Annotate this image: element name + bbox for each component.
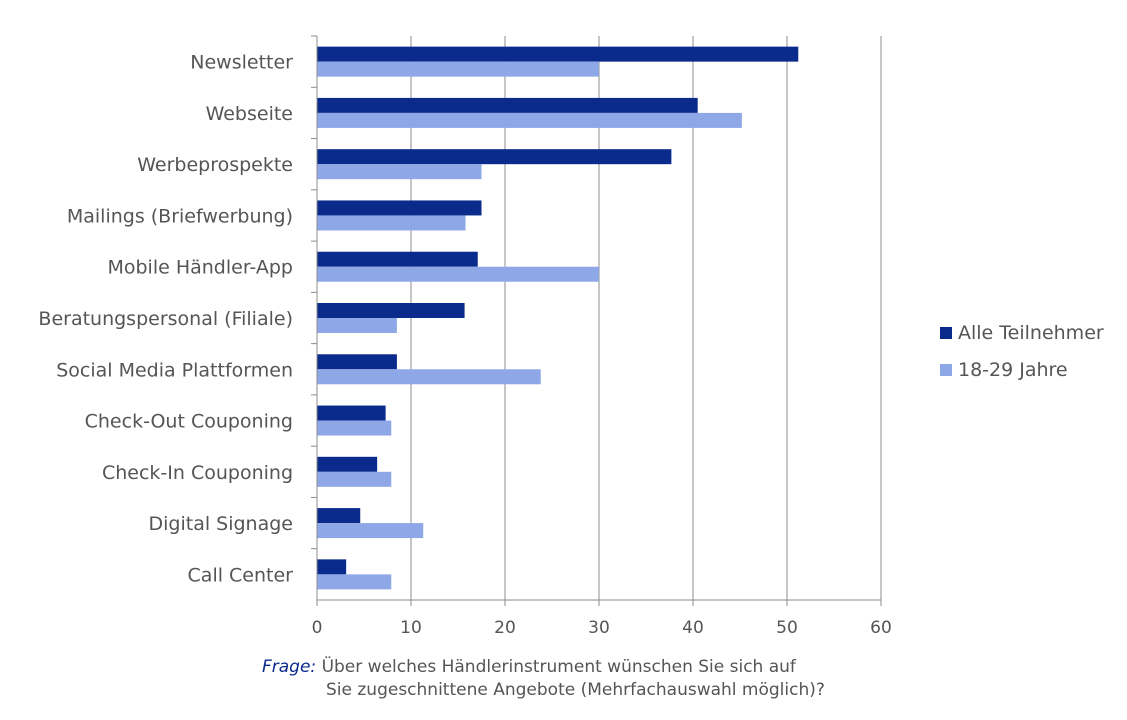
- bar-alle-teilnehmer-3: [317, 200, 482, 216]
- legend-item-18-29-jahre: 18-29 Jahre: [940, 351, 1104, 388]
- bar-chart: Newsletter Webseite Werbeprospekte Mailings…: [38, 35, 892, 638]
- bar-alle-teilnehmer-9: [317, 508, 361, 524]
- category-label-5: Beratungspersonal (Filiale): [38, 308, 293, 330]
- category-label-1: Webseite: [206, 103, 293, 125]
- category-label-10: Call Center: [188, 564, 294, 586]
- legend-label-alle-teilnehmer: Alle Teilnehmer: [958, 321, 1104, 344]
- category-label-6: Social Media Plattformen: [56, 359, 293, 381]
- caption-line-2: Sie zugeschnittene Angebote (Mehrfachaus…: [326, 680, 825, 700]
- bars: [317, 46, 799, 590]
- caption: Frage: Über welches Händlerinstrument wü…: [262, 656, 825, 702]
- bar-alle-teilnehmer-4: [317, 251, 478, 267]
- x-tick-label-40: 40: [682, 618, 704, 638]
- category-label-2: Werbeprospekte: [137, 154, 293, 176]
- bar-18-29-jahre-8: [317, 471, 392, 487]
- bar-alle-teilnehmer-5: [317, 303, 465, 318]
- bar-18-29-jahre-7: [317, 420, 392, 436]
- category-label-9: Digital Signage: [149, 513, 294, 535]
- category-label-0: Newsletter: [190, 52, 293, 74]
- bar-18-29-jahre-9: [317, 523, 424, 539]
- bar-18-29-jahre-4: [317, 266, 599, 282]
- x-tick-label-50: 50: [776, 618, 798, 638]
- x-tick-label-60: 60: [870, 618, 892, 638]
- legend-swatch-18-29-jahre: [940, 363, 952, 376]
- bar-18-29-jahre-2: [317, 164, 482, 180]
- x-tick-label-0: 0: [312, 618, 323, 638]
- bar-18-29-jahre-6: [317, 369, 541, 385]
- category-labels: Newsletter Webseite Werbeprospekte Mailings…: [38, 52, 293, 587]
- bar-18-29-jahre-5: [317, 318, 397, 333]
- x-tick-label-10: 10: [400, 618, 422, 638]
- bar-18-29-jahre-1: [317, 112, 742, 128]
- bar-18-29-jahre-10: [317, 574, 392, 590]
- bar-alle-teilnehmer-2: [317, 149, 672, 165]
- axes: [311, 35, 882, 606]
- bar-alle-teilnehmer-0: [317, 46, 799, 62]
- bar-alle-teilnehmer-8: [317, 456, 378, 472]
- category-label-4: Mobile Händler-App: [107, 257, 293, 279]
- legend: Alle Teilnehmer 18-29 Jahre: [940, 314, 1104, 388]
- x-tick-label-20: 20: [494, 618, 516, 638]
- x-tick-label-30: 30: [588, 618, 610, 638]
- bar-alle-teilnehmer-7: [317, 405, 386, 421]
- bar-alle-teilnehmer-1: [317, 97, 698, 113]
- bar-alle-teilnehmer-10: [317, 559, 347, 575]
- legend-label-18-29-jahre: 18-29 Jahre: [958, 358, 1068, 381]
- caption-line-1: Über welches Händlerinstrument wünschen …: [321, 657, 796, 677]
- caption-question-label: Frage:: [262, 657, 317, 677]
- bar-18-29-jahre-0: [317, 61, 599, 77]
- legend-item-alle-teilnehmer: Alle Teilnehmer: [940, 314, 1104, 351]
- gridlines: [410, 36, 882, 600]
- tick-labels: 0 10 20 30 40 50 60: [312, 618, 892, 638]
- bar-18-29-jahre-3: [317, 215, 466, 231]
- bar-alle-teilnehmer-6: [317, 354, 397, 370]
- category-label-8: Check-In Couponing: [102, 462, 293, 484]
- category-label-7: Check-Out Couponing: [85, 411, 293, 433]
- category-label-3: Mailings (Briefwerbung): [67, 205, 293, 227]
- legend-swatch-alle-teilnehmer: [940, 326, 952, 339]
